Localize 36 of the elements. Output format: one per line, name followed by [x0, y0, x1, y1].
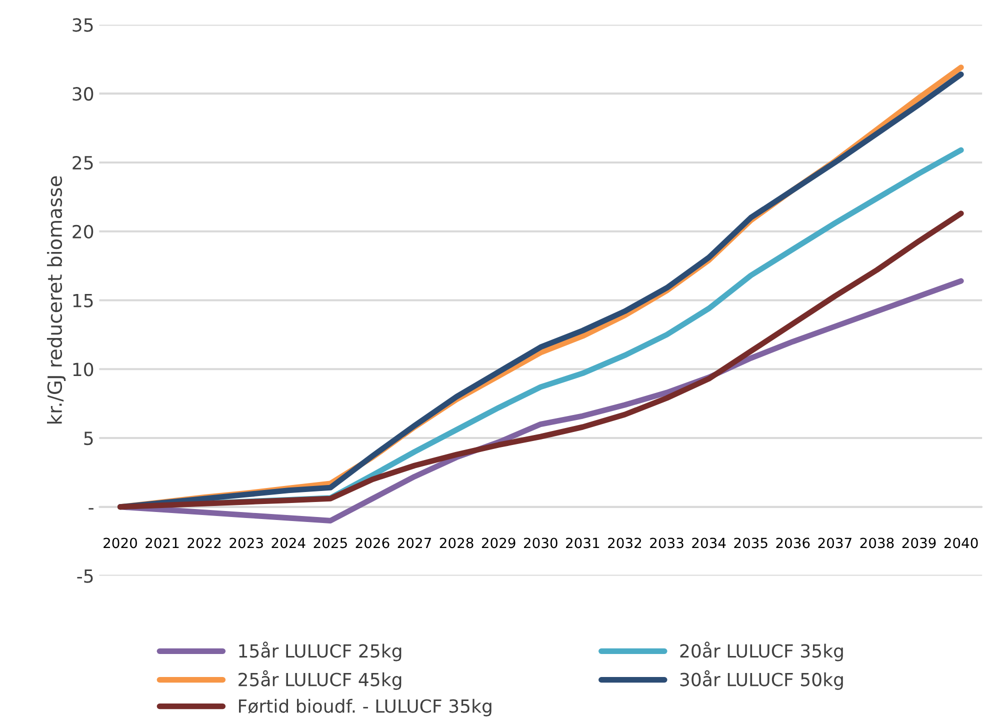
x-tick-label: 2031 [566, 538, 600, 548]
x-tick-label: 2036 [776, 538, 810, 548]
x-tick-label: 2026 [356, 538, 390, 548]
legend-label: Førtid bioudf. - LULUCF 35kg [239, 698, 492, 716]
x-tick-label: 2021 [146, 538, 179, 548]
x-tick-label: 2034 [692, 538, 726, 548]
x-tick-label: 2029 [482, 538, 516, 548]
x-tick-label: 2028 [440, 538, 474, 548]
legend-label: 25år LULUCF 45kg [238, 670, 402, 690]
x-tick-label: 2027 [398, 538, 431, 548]
y-tick-label: 30 [72, 87, 94, 101]
legend-label: 30år LULUCF 50kg [680, 670, 843, 690]
legend-label: 20år LULUCF 35kg [680, 642, 843, 662]
y-tick-label: - [88, 508, 94, 510]
x-tick-label: 2035 [734, 538, 768, 548]
x-tick-label: 2032 [608, 538, 642, 548]
y-tick-label: -5 [77, 569, 93, 583]
y-tick-label: 10 [73, 362, 94, 376]
x-tick-label: 2025 [314, 538, 347, 548]
x-tick-label: 2022 [188, 538, 221, 548]
y-tick-label: 5 [84, 432, 93, 446]
x-tick-label: 2039 [902, 538, 936, 548]
x-tick-label: 2033 [650, 538, 684, 548]
x-tick-label: 2023 [230, 538, 263, 548]
y-tick-label: 25 [72, 156, 93, 170]
x-tick-label: 2020 [104, 538, 137, 548]
x-tick-label: 2024 [272, 538, 306, 548]
x-tick-label: 2040 [944, 538, 978, 548]
legend-label: 15år LULUCF 25kg [239, 642, 402, 662]
y-axis-title: kr./GJ reduceret biomasse [46, 176, 66, 424]
x-tick-label: 2037 [818, 538, 852, 548]
y-tick-label: 20 [72, 224, 94, 238]
x-tick-label: 2030 [524, 538, 558, 548]
y-tick-label: 15 [73, 294, 93, 308]
y-tick-label: 35 [72, 18, 93, 32]
x-tick-label: 2038 [860, 538, 894, 548]
